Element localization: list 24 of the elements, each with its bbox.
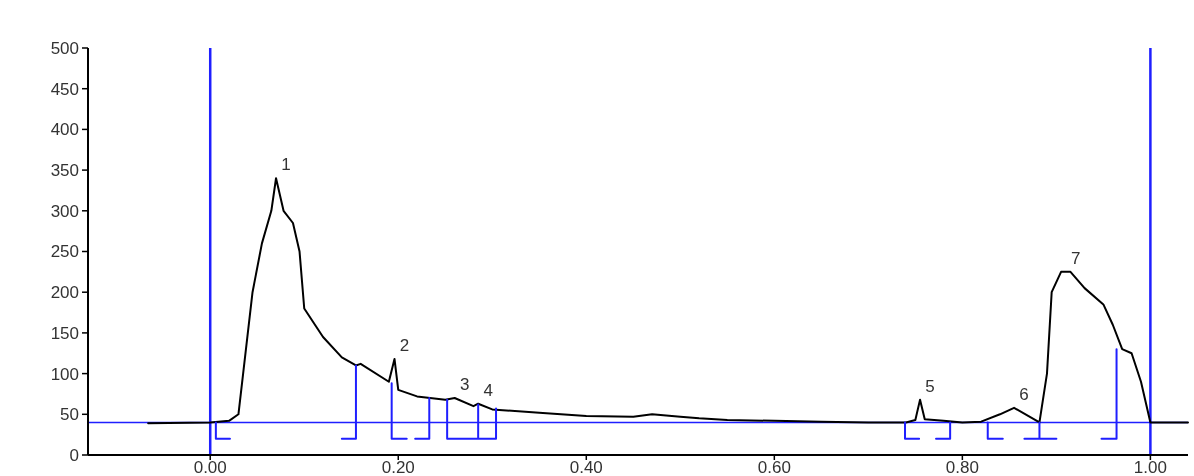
x-tick-label: 0.60 (757, 458, 791, 476)
y-tick-label: 150 (50, 323, 79, 343)
annotation: 5 (925, 376, 935, 396)
y-tick-label: 500 (50, 38, 79, 58)
y-tick-label: 250 (50, 242, 79, 262)
x-tick-label: 0.00 (193, 458, 227, 476)
y-tick-label: 50 (60, 405, 79, 425)
annotation: 2 (399, 335, 410, 355)
y-tick-label: 100 (50, 364, 79, 384)
y-tick-label: 0 (69, 445, 79, 465)
annotation: 4 (483, 380, 493, 400)
annotation: 7 (1071, 248, 1081, 268)
x-tick-label: 0.40 (569, 458, 603, 476)
x-tick-label: 0.80 (945, 458, 979, 476)
x-tick-label: 0.20 (381, 458, 415, 476)
y-tick-label: 350 (50, 161, 79, 181)
annotation: 3 (459, 375, 470, 395)
x-tick-label: 1.00 (1133, 458, 1167, 476)
annotation: 1 (281, 155, 291, 175)
y-tick-label: 450 (50, 79, 79, 99)
y-tick-label: 200 (50, 283, 79, 303)
y-tick-label: 400 (50, 120, 79, 140)
y-tick-label: 300 (50, 201, 79, 221)
annotation: 6 (1019, 384, 1029, 404)
